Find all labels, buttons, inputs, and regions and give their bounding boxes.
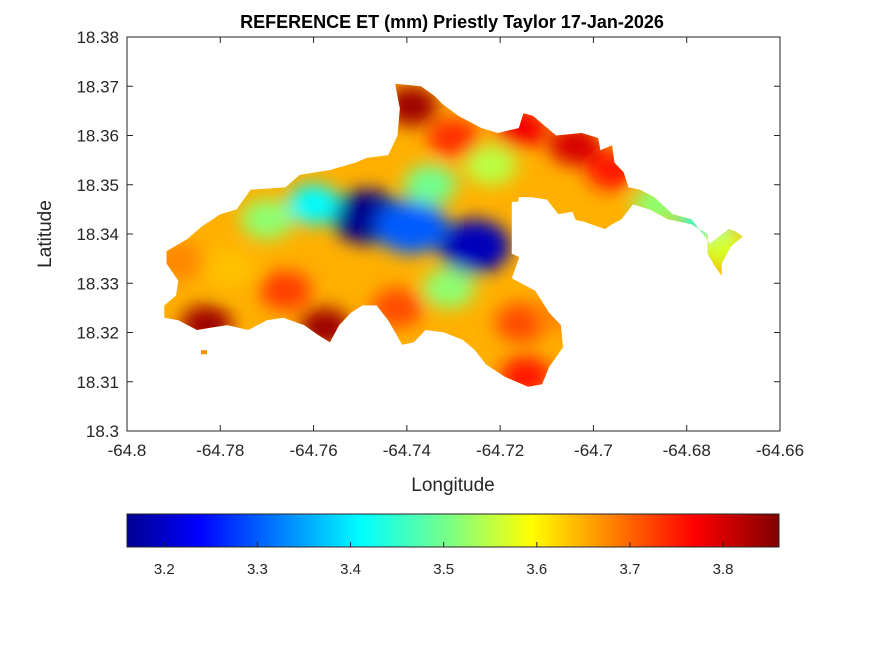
colorbar-tick-label: 3.3 bbox=[247, 561, 268, 578]
y-tick-label: 18.37 bbox=[76, 77, 119, 96]
et-value-cell bbox=[404, 164, 457, 205]
x-tick-label: -64.76 bbox=[289, 441, 337, 460]
colorbar-tick-label: 3.5 bbox=[433, 561, 454, 578]
x-axis-label: Longitude bbox=[411, 475, 494, 496]
y-tick-label: 18.33 bbox=[76, 274, 119, 293]
x-tick-label: -64.66 bbox=[756, 441, 804, 460]
heatmap-gap bbox=[511, 199, 580, 262]
et-value-cell bbox=[287, 184, 340, 225]
chart-title: REFERENCE ET (mm) Priestly Taylor 17-Jan… bbox=[240, 12, 664, 32]
et-value-cell bbox=[438, 219, 511, 274]
y-axis: 18.3 18.31 18.32 18.33 18.34 18.35 18.36 18.37 1… bbox=[76, 28, 780, 441]
x-axis: -64.8 -64.78 -64.76 -64.74 -64.72 -64.7 -64.68… bbox=[108, 37, 804, 460]
x-tick-label: -64.8 bbox=[108, 441, 147, 460]
y-tick-label: 18.31 bbox=[76, 373, 119, 392]
et-value-cell bbox=[422, 268, 475, 309]
y-tick-label: 18.32 bbox=[76, 324, 119, 343]
colorbar-ticks: 3.2 3.3 3.4 3.5 3.6 3.7 3.8 bbox=[154, 542, 734, 578]
et-value-cell bbox=[464, 145, 517, 186]
colorbar-tick-label: 3.2 bbox=[154, 561, 175, 578]
et-value-cell bbox=[240, 199, 293, 240]
et-value-cell bbox=[495, 302, 548, 343]
y-tick-label: 18.35 bbox=[76, 176, 119, 195]
colorbar-tick-label: 3.6 bbox=[526, 561, 547, 578]
x-tick-label: -64.78 bbox=[196, 441, 244, 460]
y-tick-label: 18.34 bbox=[76, 225, 119, 244]
x-tick-label: -64.7 bbox=[574, 441, 613, 460]
x-tick-label: -64.74 bbox=[383, 441, 431, 460]
colorbar-tick-label: 3.4 bbox=[340, 561, 361, 578]
et-value-cell bbox=[427, 118, 480, 158]
colorbar-tick-label: 3.8 bbox=[713, 561, 734, 578]
et-value-cell bbox=[499, 356, 552, 387]
et-value-cell bbox=[548, 125, 601, 166]
y-axis-label: Latitude bbox=[35, 200, 56, 268]
x-tick-label: -64.72 bbox=[476, 441, 524, 460]
y-tick-label: 18.3 bbox=[86, 422, 119, 441]
y-tick-label: 18.38 bbox=[76, 28, 119, 47]
colorbar bbox=[126, 513, 780, 548]
et-value-cell bbox=[259, 270, 312, 311]
colorbar-tick-label: 3.7 bbox=[620, 561, 641, 578]
et-value-cell bbox=[203, 248, 256, 289]
y-tick-label: 18.36 bbox=[76, 127, 119, 146]
et-value-cell bbox=[375, 199, 448, 254]
x-tick-label: -64.68 bbox=[663, 441, 711, 460]
